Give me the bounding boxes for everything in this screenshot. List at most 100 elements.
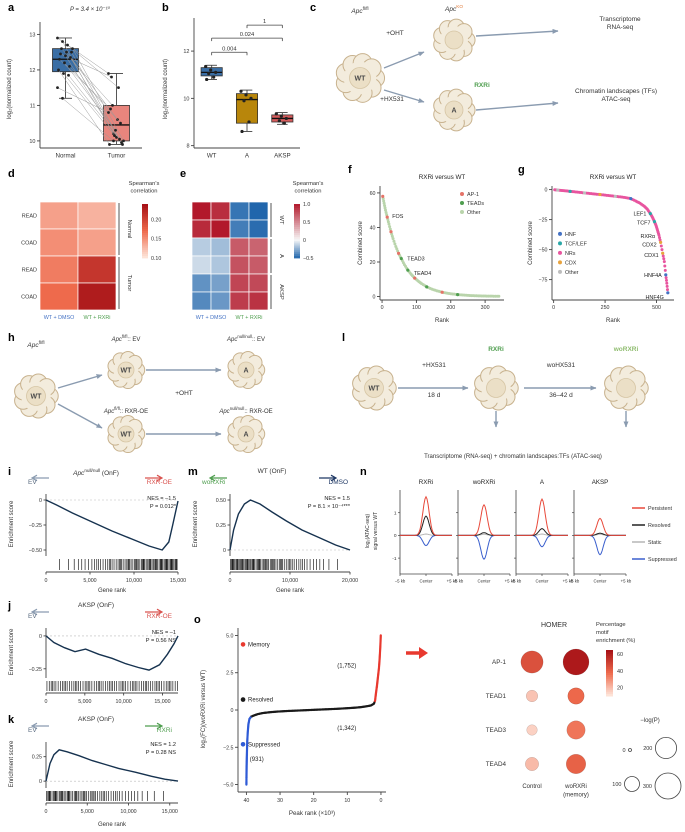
panel-label-o: o bbox=[194, 614, 201, 626]
svg-text:CDX2: CDX2 bbox=[642, 242, 656, 248]
svg-text:−5 kb: −5 kb bbox=[511, 579, 522, 584]
svg-text:WT: WT bbox=[278, 215, 284, 224]
svg-text:NRs: NRs bbox=[565, 251, 576, 257]
svg-text:Other: Other bbox=[467, 210, 481, 216]
duration-label: 36–42 d bbox=[549, 392, 573, 399]
hx531-label: +HX531 bbox=[380, 96, 404, 103]
panel-label-n: n bbox=[360, 466, 367, 478]
svg-text:−5 kb: −5 kb bbox=[395, 579, 406, 584]
organoid-rxri bbox=[474, 365, 519, 411]
left-arrow-icon bbox=[30, 474, 49, 482]
svg-text:CDX1: CDX1 bbox=[644, 253, 658, 259]
svg-text:Gene rank: Gene rank bbox=[276, 588, 305, 594]
panel-label-l: l bbox=[342, 332, 346, 344]
gene-base: Apc bbox=[27, 342, 39, 350]
organoid-ev-wt: WT bbox=[107, 350, 146, 390]
svg-text:TEADs: TEADs bbox=[467, 201, 484, 207]
gsea-plot-k: 0 0.25 0 5,000 10,000 15,000 Gene rank bbox=[32, 742, 179, 828]
svg-text:13: 13 bbox=[29, 32, 35, 38]
panel-label-k: k bbox=[8, 714, 15, 726]
organoid-null-ev: A bbox=[227, 350, 266, 390]
gene-sup: null/null bbox=[84, 468, 101, 473]
svg-text:300: 300 bbox=[481, 305, 490, 311]
organoid-null-rxroe: A bbox=[227, 414, 266, 454]
arrow-to-rnaseq bbox=[475, 28, 559, 37]
svg-text:−25: −25 bbox=[539, 218, 548, 224]
svg-text:Control: Control bbox=[522, 784, 541, 790]
y-axis-label: Enrichment score bbox=[193, 500, 199, 548]
svg-text:200: 200 bbox=[643, 746, 652, 752]
svg-text:Tumor: Tumor bbox=[108, 153, 126, 160]
svg-text:Normal: Normal bbox=[56, 153, 76, 160]
svg-text:(memory): (memory) bbox=[563, 793, 589, 799]
mid-bottom-gene-label: Apcfl/fl:: RXR-OE bbox=[81, 406, 171, 416]
svg-text:0: 0 bbox=[223, 548, 226, 554]
organoid-worxri bbox=[604, 365, 649, 411]
panel-label-h: h bbox=[8, 332, 15, 344]
panel-label-f: f bbox=[348, 164, 352, 176]
oht-label: +OHT bbox=[175, 390, 193, 397]
heatmap-d: READ COAD READ COAD Normal Tumor WT + DMSO WT +… bbox=[21, 181, 161, 321]
output-line: Transcriptome bbox=[599, 16, 641, 23]
nes-value: NES = 1.5 bbox=[324, 496, 350, 502]
panel-homer: HOMER AP-1 TEAD1 TEAD3 TEAD4 Control woRXRi (m… bbox=[430, 608, 685, 832]
panel-label-g: g bbox=[518, 164, 525, 176]
branch-arrow-bottom bbox=[57, 403, 103, 429]
svg-text:20: 20 bbox=[311, 798, 317, 804]
svg-text:Spearman's: Spearman's bbox=[129, 181, 160, 187]
svg-text:LEF1: LEF1 bbox=[633, 212, 646, 218]
panel-o: o log₂(FC)(woRXRi versus WT) 5.0 2.5 0 −2.5… bbox=[186, 608, 404, 830]
svg-text:10,000: 10,000 bbox=[126, 578, 142, 584]
p-value: P = 0.56 NS bbox=[145, 637, 176, 644]
svg-text:Suppressed: Suppressed bbox=[248, 742, 280, 748]
y-axis-label-line2: signal versus WT bbox=[373, 511, 379, 551]
red-arrow-icon bbox=[406, 647, 428, 659]
svg-text:TEAD3: TEAD3 bbox=[407, 257, 424, 263]
svg-text:WT: WT bbox=[31, 394, 43, 401]
svg-text:CDX: CDX bbox=[565, 260, 577, 266]
panel-c: c WT A Apcfl/fl +OHT +HX531 ApcKO RXRi T… bbox=[306, 2, 685, 134]
y-axis-label: log₂(normalized count) bbox=[163, 58, 169, 120]
gene-base: Apc bbox=[445, 6, 457, 14]
gene-base: Apc bbox=[219, 409, 230, 415]
svg-text:−75: −75 bbox=[539, 278, 548, 284]
svg-text:−5 kb: −5 kb bbox=[569, 579, 580, 584]
svg-text:−0.25: −0.25 bbox=[29, 667, 42, 673]
svg-text:Gene rank: Gene rank bbox=[98, 588, 127, 594]
svg-text:5,000: 5,000 bbox=[83, 578, 96, 584]
right-arrow-icon bbox=[145, 722, 164, 730]
svg-text:0: 0 bbox=[545, 188, 548, 194]
svg-text:WT: WT bbox=[207, 153, 217, 160]
svg-text:15,000: 15,000 bbox=[154, 699, 170, 705]
svg-text:20: 20 bbox=[617, 686, 623, 692]
right-condition-label: RXRi bbox=[156, 727, 172, 734]
organoid-rxri: A bbox=[433, 88, 476, 132]
svg-text:0: 0 bbox=[229, 578, 232, 584]
svg-text:Spearman's: Spearman's bbox=[293, 181, 324, 187]
svg-text:TEAD4: TEAD4 bbox=[414, 271, 431, 277]
gene-suffix: :: EV bbox=[127, 337, 141, 343]
left-arrow-icon bbox=[208, 474, 227, 482]
svg-text:0.024: 0.024 bbox=[240, 32, 255, 38]
gsea-plot-j: 0 −0.25 0 5,000 10,000 15,000 bbox=[29, 628, 179, 705]
svg-text:12: 12 bbox=[183, 49, 189, 55]
nes-annotation: NES = 1.2 P = 0.28 NS bbox=[100, 742, 176, 757]
svg-text:(1,342): (1,342) bbox=[337, 726, 356, 732]
pvalue-annotation: P = 3.4 × 10⁻¹⁰ bbox=[69, 7, 111, 13]
panel-f: f 0 20 40 60 0 100 200 300 RXRi versus WT Combine… bbox=[346, 160, 516, 328]
hx531-label: +HX531 bbox=[422, 362, 446, 369]
svg-text:Combined score: Combined score bbox=[528, 220, 534, 264]
svg-text:Center: Center bbox=[478, 579, 491, 584]
gene-base: Apc bbox=[73, 470, 85, 478]
nes-value: NES = –1 bbox=[151, 630, 176, 636]
apc-flfl-label: Apcfl/fl bbox=[330, 6, 390, 16]
nes-annotation: NES = 1.5 P = 8.1 × 10⁻⁴*** bbox=[270, 496, 350, 511]
svg-text:A: A bbox=[540, 479, 545, 486]
svg-text:0: 0 bbox=[303, 238, 306, 244]
svg-text:0: 0 bbox=[39, 634, 42, 640]
svg-text:−2.5: −2.5 bbox=[223, 745, 234, 751]
arrow-oht bbox=[383, 51, 425, 69]
svg-text:AP-1: AP-1 bbox=[492, 659, 506, 666]
mid-top-gene-label: Apcfl/fl:: EV bbox=[81, 334, 171, 344]
organoid-wt: WT bbox=[352, 365, 397, 411]
